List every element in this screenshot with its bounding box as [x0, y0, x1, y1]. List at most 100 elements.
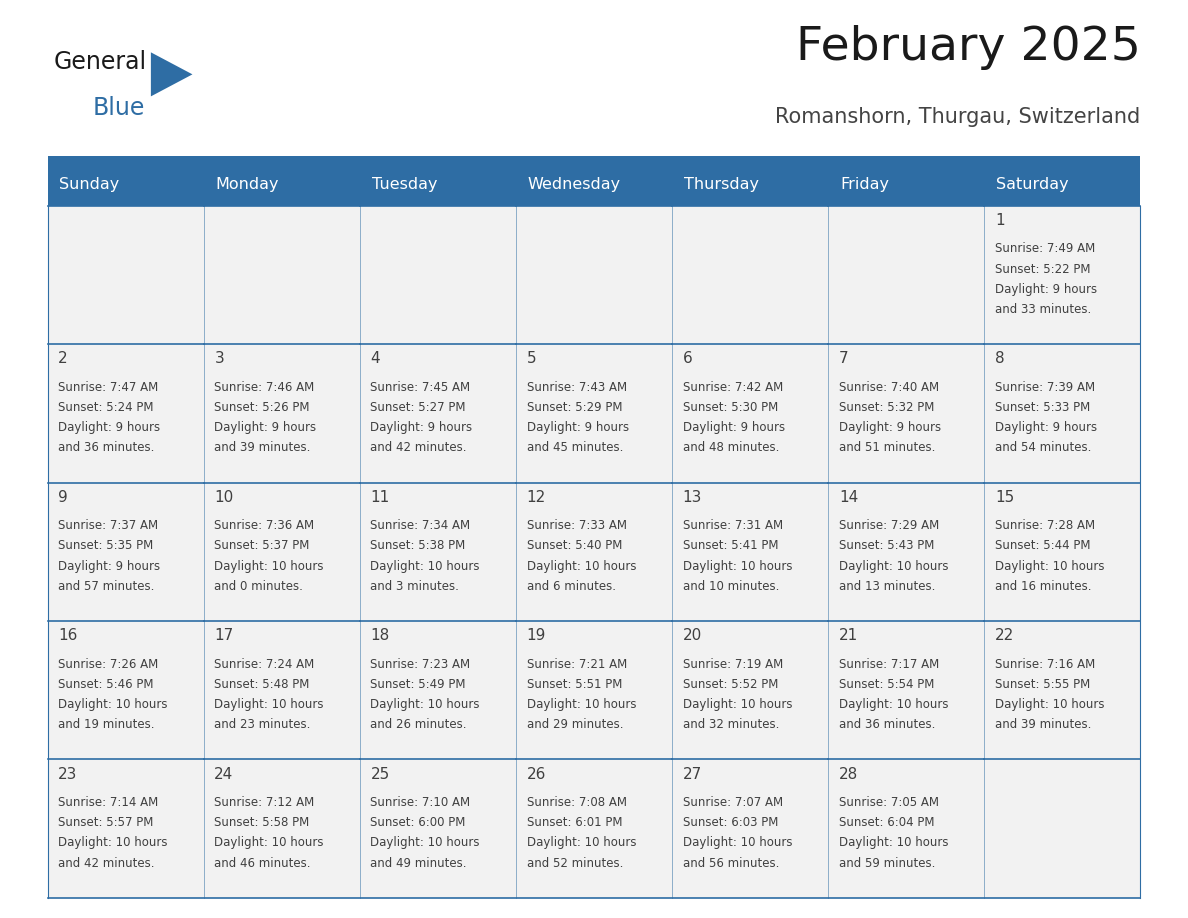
Bar [985, 344, 1140, 483]
Text: Sunrise: 7:36 AM: Sunrise: 7:36 AM [214, 520, 315, 532]
Text: Daylight: 10 hours: Daylight: 10 hours [683, 560, 792, 573]
Text: Daylight: 9 hours: Daylight: 9 hours [214, 421, 316, 434]
Text: 26: 26 [526, 767, 546, 782]
Text: Daylight: 10 hours: Daylight: 10 hours [683, 836, 792, 849]
Text: Daylight: 10 hours: Daylight: 10 hours [371, 560, 480, 573]
Text: Sunrise: 7:43 AM: Sunrise: 7:43 AM [526, 381, 627, 394]
Text: and 16 minutes.: and 16 minutes. [996, 580, 1092, 593]
Bar [828, 621, 985, 759]
Text: Sunset: 5:26 PM: Sunset: 5:26 PM [214, 401, 310, 414]
Text: Thursday: Thursday [684, 176, 759, 192]
Text: Sunset: 5:46 PM: Sunset: 5:46 PM [58, 677, 153, 691]
Text: Sunday: Sunday [59, 176, 120, 192]
Text: and 51 minutes.: and 51 minutes. [839, 442, 935, 454]
Text: 11: 11 [371, 490, 390, 505]
Text: 16: 16 [58, 628, 77, 644]
Text: 5: 5 [526, 352, 536, 366]
Text: Romanshorn, Thurgau, Switzerland: Romanshorn, Thurgau, Switzerland [776, 107, 1140, 128]
Text: 20: 20 [683, 628, 702, 644]
Text: Sunrise: 7:39 AM: Sunrise: 7:39 AM [996, 381, 1095, 394]
Text: Sunset: 6:04 PM: Sunset: 6:04 PM [839, 816, 935, 829]
Text: 4: 4 [371, 352, 380, 366]
Text: and 10 minutes.: and 10 minutes. [683, 580, 779, 593]
Text: Sunset: 5:33 PM: Sunset: 5:33 PM [996, 401, 1091, 414]
Bar [828, 206, 985, 344]
Text: Sunrise: 7:29 AM: Sunrise: 7:29 AM [839, 520, 940, 532]
Bar [985, 483, 1140, 621]
Text: and 56 minutes.: and 56 minutes. [683, 856, 779, 869]
Text: Sunrise: 7:23 AM: Sunrise: 7:23 AM [371, 657, 470, 671]
Text: 3: 3 [214, 352, 225, 366]
Bar [828, 483, 985, 621]
Text: Sunrise: 7:16 AM: Sunrise: 7:16 AM [996, 657, 1095, 671]
Text: and 13 minutes.: and 13 minutes. [839, 580, 935, 593]
Text: Sunset: 5:58 PM: Sunset: 5:58 PM [214, 816, 310, 829]
Bar [203, 206, 360, 344]
Text: Sunrise: 7:42 AM: Sunrise: 7:42 AM [683, 381, 783, 394]
Text: 21: 21 [839, 628, 858, 644]
Text: Sunrise: 7:08 AM: Sunrise: 7:08 AM [526, 796, 626, 809]
Text: 2: 2 [58, 352, 68, 366]
Bar [360, 206, 516, 344]
Text: Blue: Blue [93, 96, 145, 120]
Text: and 26 minutes.: and 26 minutes. [371, 718, 467, 732]
Text: 18: 18 [371, 628, 390, 644]
Text: Daylight: 10 hours: Daylight: 10 hours [839, 836, 948, 849]
Text: 28: 28 [839, 767, 858, 782]
Text: Daylight: 9 hours: Daylight: 9 hours [526, 421, 628, 434]
Text: Daylight: 10 hours: Daylight: 10 hours [526, 560, 636, 573]
Bar [48, 162, 1140, 206]
Bar [672, 759, 828, 898]
Bar [360, 483, 516, 621]
Text: 1: 1 [996, 213, 1005, 228]
Text: Sunset: 6:03 PM: Sunset: 6:03 PM [683, 816, 778, 829]
Text: Sunrise: 7:28 AM: Sunrise: 7:28 AM [996, 520, 1095, 532]
Text: Sunset: 5:57 PM: Sunset: 5:57 PM [58, 816, 153, 829]
Text: and 39 minutes.: and 39 minutes. [996, 718, 1092, 732]
Bar [203, 344, 360, 483]
Text: Sunset: 5:52 PM: Sunset: 5:52 PM [683, 677, 778, 691]
Text: Sunrise: 7:37 AM: Sunrise: 7:37 AM [58, 520, 158, 532]
Text: Sunrise: 7:05 AM: Sunrise: 7:05 AM [839, 796, 939, 809]
Bar [48, 759, 203, 898]
Bar [985, 206, 1140, 344]
Text: and 42 minutes.: and 42 minutes. [371, 442, 467, 454]
Text: Sunset: 5:38 PM: Sunset: 5:38 PM [371, 540, 466, 553]
Text: Daylight: 9 hours: Daylight: 9 hours [996, 283, 1098, 296]
Text: 24: 24 [214, 767, 234, 782]
Bar [828, 344, 985, 483]
Text: and 3 minutes.: and 3 minutes. [371, 580, 460, 593]
Text: Sunrise: 7:10 AM: Sunrise: 7:10 AM [371, 796, 470, 809]
Text: 27: 27 [683, 767, 702, 782]
Text: 7: 7 [839, 352, 848, 366]
Bar [828, 759, 985, 898]
Text: 25: 25 [371, 767, 390, 782]
Text: Sunset: 5:44 PM: Sunset: 5:44 PM [996, 540, 1091, 553]
Polygon shape [151, 52, 192, 96]
Text: 8: 8 [996, 352, 1005, 366]
Bar [672, 483, 828, 621]
Text: 13: 13 [683, 490, 702, 505]
Text: Sunset: 5:55 PM: Sunset: 5:55 PM [996, 677, 1091, 691]
Text: Sunrise: 7:40 AM: Sunrise: 7:40 AM [839, 381, 939, 394]
Text: Sunset: 5:40 PM: Sunset: 5:40 PM [526, 540, 623, 553]
Text: and 39 minutes.: and 39 minutes. [214, 442, 311, 454]
Text: Sunset: 6:00 PM: Sunset: 6:00 PM [371, 816, 466, 829]
Text: Sunrise: 7:31 AM: Sunrise: 7:31 AM [683, 520, 783, 532]
Text: 9: 9 [58, 490, 68, 505]
Text: Daylight: 10 hours: Daylight: 10 hours [683, 698, 792, 711]
Text: Monday: Monday [215, 176, 279, 192]
Bar [516, 206, 672, 344]
Text: Sunset: 5:54 PM: Sunset: 5:54 PM [839, 677, 934, 691]
Text: Sunrise: 7:49 AM: Sunrise: 7:49 AM [996, 242, 1095, 255]
Text: Sunset: 5:29 PM: Sunset: 5:29 PM [526, 401, 623, 414]
Bar [48, 156, 1140, 162]
Text: and 36 minutes.: and 36 minutes. [58, 442, 154, 454]
Bar [48, 344, 203, 483]
Text: Daylight: 10 hours: Daylight: 10 hours [58, 698, 168, 711]
Text: and 19 minutes.: and 19 minutes. [58, 718, 154, 732]
Text: and 48 minutes.: and 48 minutes. [683, 442, 779, 454]
Text: and 6 minutes.: and 6 minutes. [526, 580, 615, 593]
Text: Daylight: 10 hours: Daylight: 10 hours [58, 836, 168, 849]
Text: Sunset: 5:49 PM: Sunset: 5:49 PM [371, 677, 466, 691]
